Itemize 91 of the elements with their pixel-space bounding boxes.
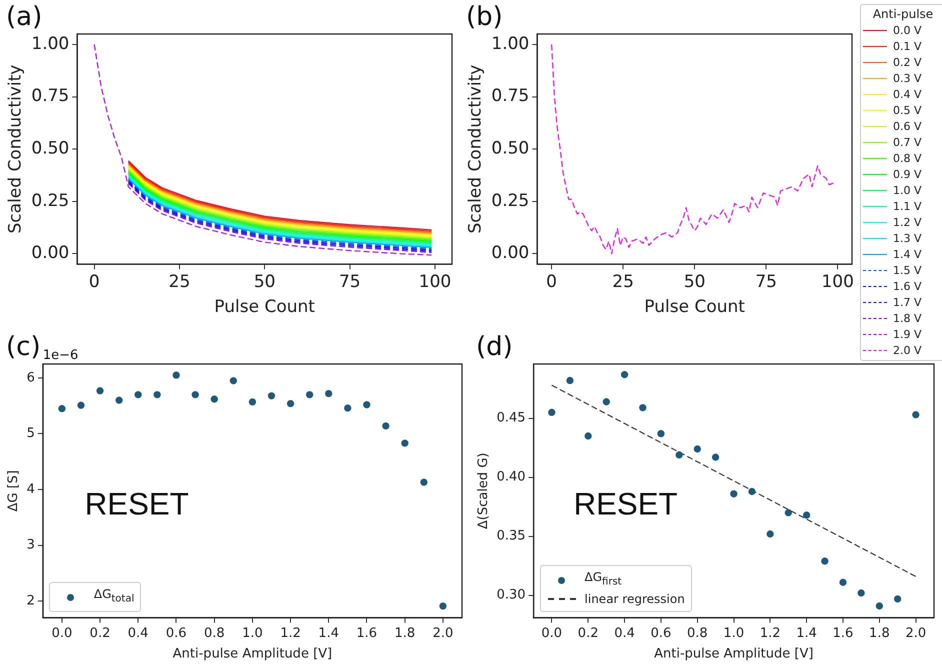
x-tick-label: 1.0 [723,626,744,641]
x-tick-label: 25 [168,272,190,292]
x-tick-label: 1.2 [760,626,781,641]
y-tick-label: 6 [26,370,35,386]
x-tick-label: 75 [338,272,361,292]
legend-label: linear regression [584,590,685,608]
x-tick-label: 0.4 [128,626,148,641]
x-axis-title: Anti-pulse Amplitude [V] [654,646,814,662]
legend-label: 0.6 V [893,120,922,132]
chart-title: (b) [466,2,503,32]
legend-label: 1.6 V [893,280,922,292]
chart-title: (a) [6,2,42,32]
x-tick-label: 0.0 [52,626,72,641]
legend-label: 1.8 V [893,312,922,324]
annotation: RESET [84,486,189,522]
y-tick-label: 0.75 [31,86,70,106]
annotation: RESET [574,486,678,522]
y-axis-title: Δ(Scaled G) [476,452,492,530]
y-axis-title: ΔG [S] [6,470,22,512]
x-axis-title: Anti-pulse Amplitude [V] [172,646,332,662]
y-tick-label: 2 [26,593,35,608]
legend-label: 0.5 V [893,104,922,116]
y-tick-label: 0.45 [496,410,526,426]
legend-label: 0.9 V [893,168,922,180]
x-tick-label: 1.4 [796,626,817,641]
text: 1e−6 [42,348,78,363]
y-tick-label: 1.00 [31,34,70,54]
legend-label: 1.5 V [893,264,922,276]
y-tick-label: 0.00 [31,243,70,264]
y-axis-title: Scaled Conductivity [6,64,26,234]
y-tick-label: 0.50 [491,138,530,159]
x-tick-label: 1.2 [280,626,301,641]
x-tick-label: 0.8 [687,626,708,641]
x-tick-label: 0.6 [166,626,187,641]
legend-title: Anti-pulse [872,7,934,21]
legend-label: ΔG$_{first}$ [584,569,622,590]
legend-label: 1.9 V [893,328,922,340]
x-tick-label: 100 [821,272,854,292]
legend-label: ΔG$_{total}$ [94,586,134,607]
x-tick-label: 50 [684,272,706,292]
y-tick-label: 0.40 [496,470,526,485]
legend-label: 1.1 V [893,200,922,212]
y-tick-label: 0.25 [31,190,70,211]
chart-title: (d) [476,332,513,362]
legend-label: 0.3 V [893,72,922,84]
x-tick-label: 50 [254,272,276,292]
x-tick-label: 1.6 [832,626,854,641]
legend-label: 0.8 V [893,152,922,164]
x-axis-title: Pulse Count [644,297,746,318]
x-tick-label: 0.6 [650,626,672,641]
y-tick-label: 0.00 [491,243,530,264]
legend-label: 0.7 V [893,136,922,148]
x-tick-label: 2.0 [432,626,454,641]
legend-label: 2.0 V [893,344,922,356]
y-tick-label: 0.75 [491,86,530,106]
legend-label: 1.3 V [893,232,922,244]
legend-label: 0.2 V [893,56,922,68]
x-tick-label: 2.0 [905,626,926,641]
y-tick-label: 3 [26,538,35,553]
x-tick-label: 75 [755,272,777,292]
x-tick-label: 0 [88,272,100,292]
x-tick-label: 1.6 [356,626,378,641]
x-tick-label: 0.2 [578,626,598,641]
legend-label: 0.0 V [893,24,922,36]
x-tick-label: 100 [418,272,452,292]
x-tick-label: 25 [612,272,634,292]
x-axis-title: Pulse Count [214,297,316,318]
x-tick-label: 0.8 [204,626,225,641]
x-tick-label: 1.4 [318,626,339,641]
x-tick-label: 0 [546,272,557,292]
x-tick-label: 0.2 [90,626,110,641]
x-tick-label: 1.8 [869,626,890,641]
y-tick-label: 0.35 [496,528,526,544]
legend-label: 0.4 V [893,88,922,100]
legend-label: 1.2 V [893,216,922,228]
chart-title: (c) [6,332,41,362]
y-tick-label: 5 [26,426,35,442]
y-tick-label: 0.25 [491,190,530,211]
x-tick-label: 1.8 [394,626,416,641]
y-tick-label: 0.30 [496,588,526,603]
y-axis-title: Scaled Conductivity [466,64,486,234]
legend-label: 1.7 V [893,296,922,308]
x-tick-label: 1.0 [242,626,263,641]
legend-label: 1.4 V [893,248,922,260]
y-tick-label: 0.50 [31,138,70,159]
y-tick-label: 4 [26,482,35,497]
y-tick-label: 1.00 [491,34,530,54]
x-tick-label: 0.0 [541,626,562,641]
x-tick-label: 0.4 [614,626,635,641]
legend-label: 1.0 V [893,184,922,196]
legend-label: 0.1 V [893,40,922,52]
